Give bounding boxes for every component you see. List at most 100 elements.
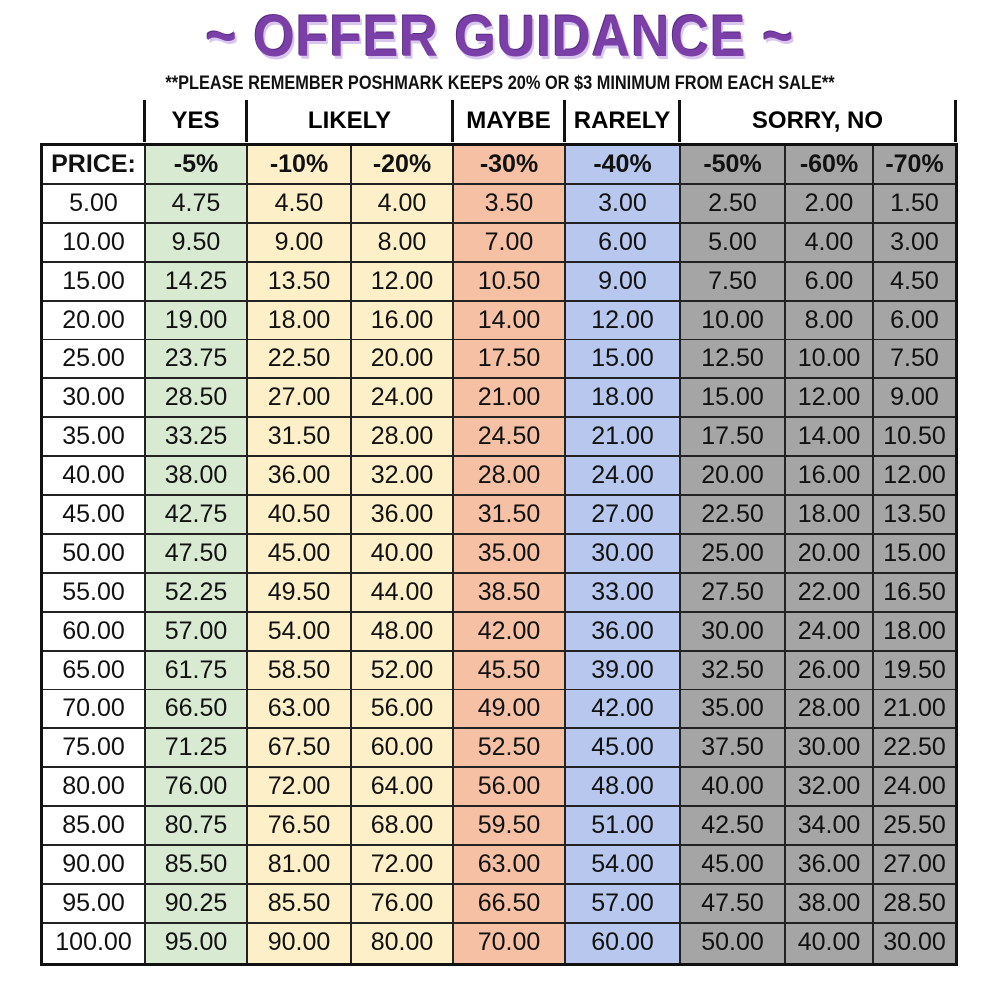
offer-cell: 15.00 <box>566 340 681 378</box>
table-row: 30.00 28.50 27.00 24.00 21.00 18.00 15.00 12.00… <box>43 379 955 419</box>
table-row: 100.00 95.00 90.00 80.00 70.00 60.00 50.00 40.0… <box>43 923 955 963</box>
offer-cell: 39.00 <box>566 651 681 689</box>
offer-cell: 30.00 <box>566 534 681 572</box>
offer-cell: 28.00 <box>786 690 874 728</box>
price-cell: 45.00 <box>43 496 146 534</box>
table-row: 75.00 71.25 67.50 60.00 52.50 45.00 37.50 30.00… <box>43 729 955 769</box>
offer-cell: 54.00 <box>248 612 352 650</box>
discount-header: -10% <box>248 146 352 183</box>
table-row: 60.00 57.00 54.00 48.00 42.00 36.00 30.00 24.00… <box>43 612 955 652</box>
offer-cell: 40.00 <box>786 923 874 963</box>
group-maybe: MAYBE <box>454 100 566 142</box>
table-row: 25.00 23.75 22.50 20.00 17.50 15.00 12.50 10.00… <box>43 340 955 380</box>
price-cell: 25.00 <box>43 340 146 378</box>
offer-cell: 48.00 <box>352 612 454 650</box>
table-header-row: PRICE: -5% -10% -20% -30% -40% -50% -60% -70% <box>43 146 955 185</box>
offer-cell: 22.50 <box>874 729 955 767</box>
offer-cell: 44.00 <box>352 573 454 611</box>
offer-cell: 56.00 <box>454 768 566 806</box>
offer-cell: 34.00 <box>786 807 874 845</box>
offer-cell: 33.25 <box>146 418 248 456</box>
offer-cell: 17.50 <box>681 418 786 456</box>
price-cell: 65.00 <box>43 651 146 689</box>
discount-header: -70% <box>874 146 955 183</box>
offer-cell: 80.00 <box>352 923 454 963</box>
offer-cell: 18.00 <box>874 612 955 650</box>
price-cell: 40.00 <box>43 457 146 495</box>
offer-cell: 7.50 <box>874 340 955 378</box>
discount-header: -30% <box>454 146 566 183</box>
offer-table: PRICE: -5% -10% -20% -30% -40% -50% -60% -70% 5.0… <box>40 143 958 966</box>
offer-cell: 70.00 <box>454 923 566 963</box>
offer-cell: 21.00 <box>874 690 955 728</box>
offer-cell: 27.00 <box>566 496 681 534</box>
offer-cell: 38.00 <box>146 457 248 495</box>
price-cell: 70.00 <box>43 690 146 728</box>
offer-cell: 63.00 <box>454 846 566 884</box>
offer-cell: 10.50 <box>454 262 566 300</box>
discount-header: -5% <box>146 146 248 183</box>
offer-cell: 45.00 <box>248 534 352 572</box>
offer-cell: 14.25 <box>146 262 248 300</box>
offer-cell: 2.50 <box>681 184 786 222</box>
offer-cell: 6.00 <box>786 262 874 300</box>
offer-cell: 76.00 <box>146 768 248 806</box>
table-row: 5.00 4.75 4.50 4.00 3.50 3.00 2.50 2.00 1.50 <box>43 184 955 224</box>
offer-cell: 90.25 <box>146 884 248 922</box>
page-subtitle: **PLEASE REMEMBER POSHMARK KEEPS 20% OR … <box>165 73 835 94</box>
offer-cell: 18.00 <box>786 496 874 534</box>
offer-cell: 45.50 <box>454 651 566 689</box>
table-row: 40.00 38.00 36.00 32.00 28.00 24.00 20.00 16.00… <box>43 457 955 497</box>
table-row: 20.00 19.00 18.00 16.00 14.00 12.00 10.00 8.00 6… <box>43 301 955 341</box>
table-row: 65.00 61.75 58.50 52.00 45.50 39.00 32.50 26.00… <box>43 651 955 691</box>
offer-cell: 16.00 <box>352 301 454 339</box>
offer-cell: 31.50 <box>248 418 352 456</box>
offer-cell: 42.75 <box>146 496 248 534</box>
offer-cell: 4.75 <box>146 184 248 222</box>
offer-cell: 36.00 <box>248 457 352 495</box>
offer-cell: 24.00 <box>874 768 955 806</box>
offer-cell: 50.00 <box>681 923 786 963</box>
offer-cell: 30.00 <box>874 923 955 963</box>
offer-cell: 36.00 <box>566 612 681 650</box>
offer-cell: 58.50 <box>248 651 352 689</box>
offer-cell: 19.00 <box>146 301 248 339</box>
offer-cell: 12.00 <box>874 457 955 495</box>
offer-cell: 31.50 <box>454 496 566 534</box>
offer-cell: 12.00 <box>352 262 454 300</box>
offer-cell: 9.00 <box>248 223 352 261</box>
offer-cell: 10.00 <box>681 301 786 339</box>
offer-cell: 47.50 <box>681 884 786 922</box>
offer-cell: 4.00 <box>352 184 454 222</box>
table-row: 10.00 9.50 9.00 8.00 7.00 6.00 5.00 4.00 3.00 <box>43 223 955 263</box>
price-cell: 95.00 <box>43 884 146 922</box>
offer-cell: 4.50 <box>248 184 352 222</box>
offer-cell: 26.00 <box>786 651 874 689</box>
price-cell: 60.00 <box>43 612 146 650</box>
offer-cell: 7.00 <box>454 223 566 261</box>
offer-cell: 52.25 <box>146 573 248 611</box>
offer-cell: 18.00 <box>248 301 352 339</box>
offer-cell: 32.50 <box>681 651 786 689</box>
offer-cell: 25.00 <box>681 534 786 572</box>
offer-cell: 1.50 <box>874 184 955 222</box>
offer-cell: 7.50 <box>681 262 786 300</box>
offer-cell: 56.00 <box>352 690 454 728</box>
offer-cell: 22.50 <box>681 496 786 534</box>
offer-cell: 40.50 <box>248 496 352 534</box>
price-cell: 90.00 <box>43 846 146 884</box>
price-cell: 15.00 <box>43 262 146 300</box>
offer-cell: 45.00 <box>566 729 681 767</box>
offer-cell: 19.50 <box>874 651 955 689</box>
price-cell: 85.00 <box>43 807 146 845</box>
offer-cell: 49.50 <box>248 573 352 611</box>
offer-cell: 80.75 <box>146 807 248 845</box>
table-row: 90.00 85.50 81.00 72.00 63.00 54.00 45.00 36.00… <box>43 846 955 885</box>
offer-cell: 45.00 <box>681 846 786 884</box>
offer-cell: 60.00 <box>352 729 454 767</box>
offer-cell: 95.00 <box>146 923 248 963</box>
offer-cell: 72.00 <box>248 768 352 806</box>
offer-cell: 49.00 <box>454 690 566 728</box>
offer-cell: 40.00 <box>681 768 786 806</box>
offer-cell: 3.50 <box>454 184 566 222</box>
